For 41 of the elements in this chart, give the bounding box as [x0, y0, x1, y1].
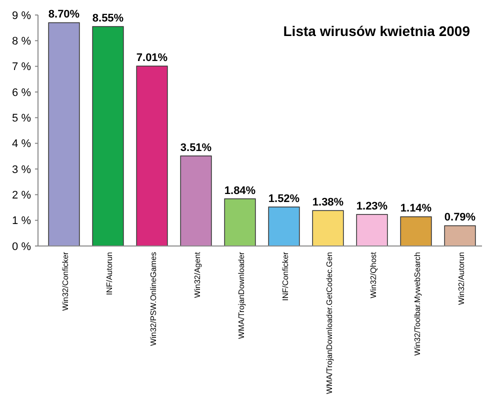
data-label: 0.79% [444, 212, 476, 224]
text: Lista wirusów kwietnia 2009 [283, 23, 470, 39]
bar [268, 206, 300, 246]
bar [356, 214, 388, 246]
bar [92, 26, 124, 246]
bar [444, 225, 476, 246]
bar [136, 66, 168, 246]
bar [48, 22, 80, 246]
data-label: 3.51% [180, 142, 212, 154]
data-label: 1.52% [268, 192, 300, 205]
x-tick-label: Win32/Agent [193, 251, 202, 298]
bar [224, 198, 256, 246]
data-label: 7.01% [136, 52, 168, 64]
y-tick-label: 0 % [12, 240, 32, 253]
data-label: 1.23% [356, 200, 388, 212]
x-tick-label: Win32/Conficker [61, 252, 70, 311]
x-tick-label: WMA/TrojanDownloader [237, 252, 246, 339]
y-tick-label: 1 % [12, 215, 32, 228]
x-tick-label: WMA/TrojanDownloader.GetCodec.Gen [325, 252, 334, 394]
bar [180, 156, 212, 246]
y-tick-label: 3 % [12, 164, 32, 176]
x-tick-label: Win32/PSW.OnlineGames [149, 252, 158, 346]
x-tick-label: Win32/Qhost [369, 251, 378, 298]
x-tick-label: Win32/Toolbar.MywebSearch [413, 252, 422, 356]
data-label: 1.14% [400, 202, 432, 215]
y-tick-label: 6 % [12, 86, 32, 99]
bar [312, 210, 344, 246]
data-label: 8.70% [48, 8, 80, 21]
x-tick-label: INF/Autorun [105, 252, 114, 296]
bar [400, 216, 432, 246]
y-tick-label: 7 % [12, 61, 32, 74]
data-label: 1.38% [312, 196, 344, 209]
y-tick-label: 4 % [12, 138, 32, 150]
y-tick-label: 9 % [12, 10, 32, 22]
data-label: 1.84% [224, 184, 256, 197]
y-tick-label: 5 % [12, 112, 32, 125]
x-tick-label: Win32/Autorun [457, 252, 466, 305]
data-label: 8.55% [92, 12, 124, 25]
y-tick-label: 2 % [12, 190, 32, 202]
x-tick-label: INF/Conficker [281, 252, 290, 301]
y-tick-label: 8 % [12, 36, 32, 48]
